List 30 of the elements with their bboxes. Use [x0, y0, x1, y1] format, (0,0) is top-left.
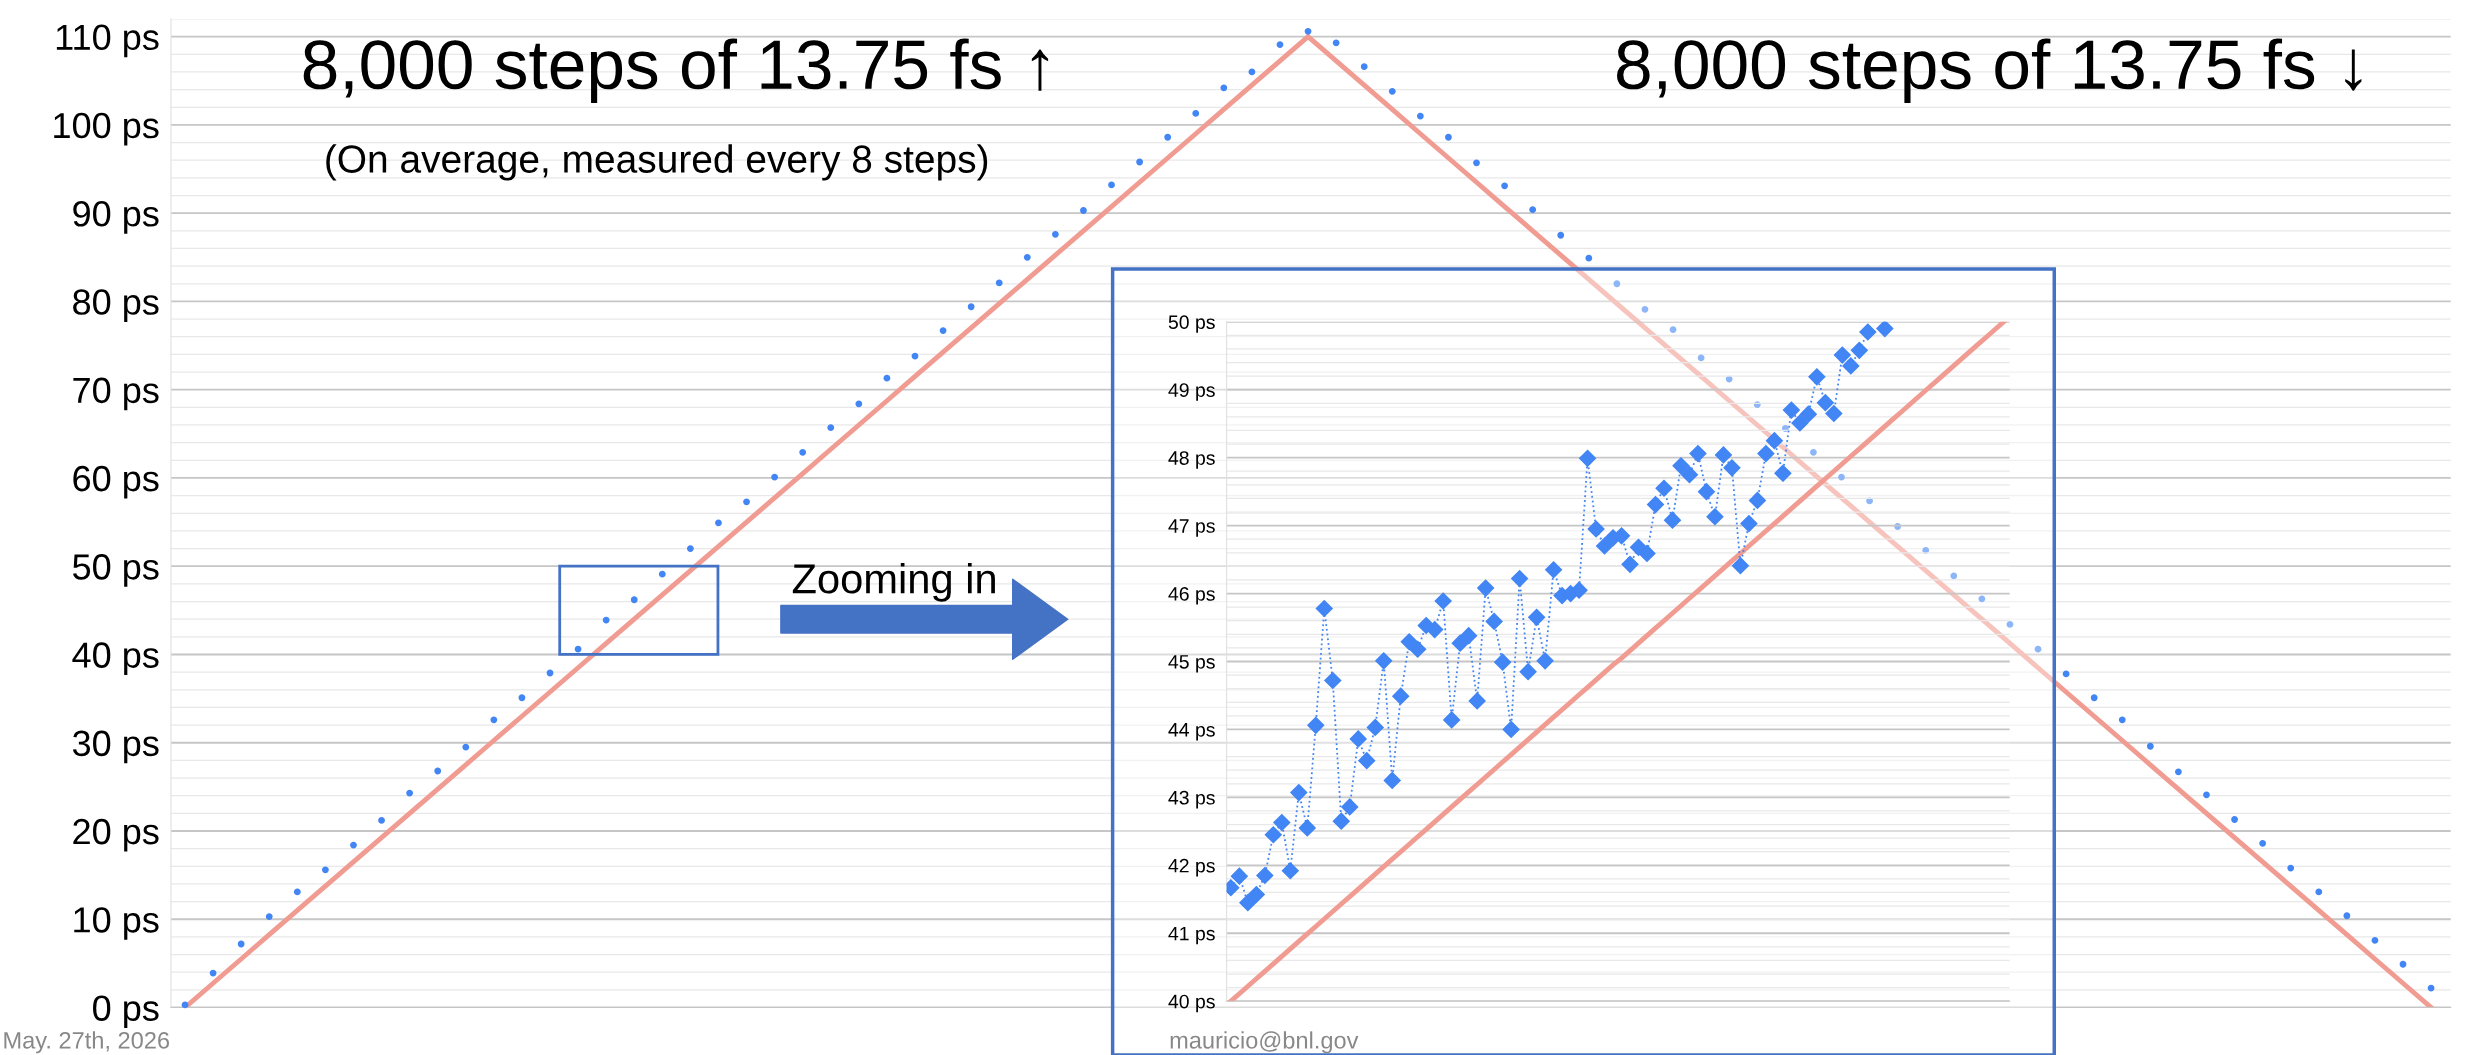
line-series	[1228, 321, 2007, 1002]
y-tick-label: 40 ps	[1168, 994, 1215, 1013]
y-tick-label: 40 ps	[72, 642, 159, 676]
y-tick-label: 60 ps	[73, 465, 159, 499]
y-tick-label: 49 ps	[1168, 383, 1215, 401]
text: mauricio@bnl.gov	[1170, 1031, 1359, 1054]
annotation: 8,000 steps of 13.75 fs ↑	[303, 38, 1049, 104]
y-tick-label: 10 ps	[74, 907, 159, 940]
annotation: Zooming in	[792, 562, 995, 602]
y-tick-label: 90 ps	[73, 201, 159, 234]
y-tick-label: 20 ps	[73, 818, 159, 852]
y-tick-label: 42 ps	[1168, 858, 1215, 877]
annotation: 8,000 steps of 13.75 fs ↓	[1617, 38, 2362, 104]
y-tick-label: 45 ps	[1168, 655, 1215, 673]
y-tick-label: 110 ps	[56, 24, 159, 58]
y-tick-label: 46 ps	[1168, 587, 1215, 605]
y-tick-label: 100 ps	[54, 112, 159, 146]
annotation: (On average, measured every 8 steps)	[326, 144, 988, 181]
y-tick-label: 70 ps	[73, 377, 159, 411]
y-tick-label: 50 ps	[1168, 315, 1215, 333]
y-tick-label: 44 ps	[1168, 723, 1215, 741]
y-tick-label: 48 ps	[1168, 451, 1215, 469]
y-tick-label: 50 ps	[72, 554, 159, 587]
y-tick-label: 43 ps	[1168, 790, 1215, 809]
text: May. 27th, 2026	[4, 1031, 170, 1054]
y-tick-label: 30 ps	[72, 730, 159, 764]
y-tick-label: 80 ps	[73, 289, 159, 323]
y-tick-label: 0 ps	[93, 995, 159, 1029]
y-tick-label: 47 ps	[1168, 519, 1215, 537]
y-tick-label: 41 ps	[1168, 926, 1215, 945]
